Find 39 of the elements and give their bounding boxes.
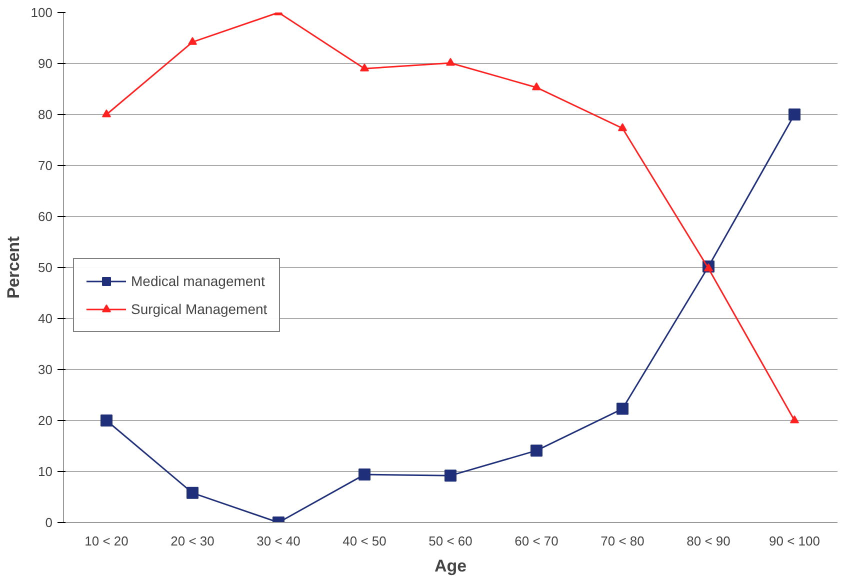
y-tick-label: 50 [38, 260, 53, 275]
x-tick-label: 30 < 40 [256, 534, 300, 548]
x-tick-label: 60 < 70 [514, 534, 558, 548]
point [618, 123, 627, 132]
point [446, 58, 455, 66]
point [530, 444, 542, 457]
point [100, 414, 112, 426]
y-tick-label: 80 [38, 107, 53, 122]
x-tick-label: 50 < 60 [428, 534, 472, 548]
y-tick-label: 70 [38, 158, 53, 173]
y-tick-label: 60 [38, 209, 53, 224]
y-tick-label: 40 [38, 311, 53, 326]
y-tick-label: 10 [38, 464, 53, 479]
x-axis-title: Age [434, 556, 467, 576]
y-axis-title: Percent [4, 236, 23, 299]
y-tick-label: 0 [45, 515, 53, 530]
point [444, 470, 456, 482]
point [532, 82, 541, 90]
legend-label: Surgical Management [131, 301, 268, 317]
x-tick-label: 80 < 90 [686, 534, 730, 548]
x-tick-label: 10 < 20 [84, 534, 128, 548]
point [790, 415, 799, 424]
x-tick-label: 20 < 30 [170, 534, 214, 548]
point [358, 468, 370, 481]
y-tick-label: 100 [30, 5, 53, 20]
legend-label: Medical management [131, 273, 265, 289]
y-tick-label: 20 [38, 413, 53, 428]
x-tick-label: 90 < 100 [769, 534, 820, 548]
x-tick-label: 70 < 80 [600, 534, 644, 548]
y-tick-label: 30 [38, 362, 53, 377]
point [360, 63, 369, 72]
y-tick-label: 90 [38, 56, 53, 71]
point [704, 263, 713, 272]
point [788, 108, 800, 120]
point [188, 36, 197, 45]
x-tick-label: 40 < 50 [342, 534, 386, 548]
point [616, 402, 628, 415]
point [186, 486, 198, 499]
point [102, 109, 111, 118]
